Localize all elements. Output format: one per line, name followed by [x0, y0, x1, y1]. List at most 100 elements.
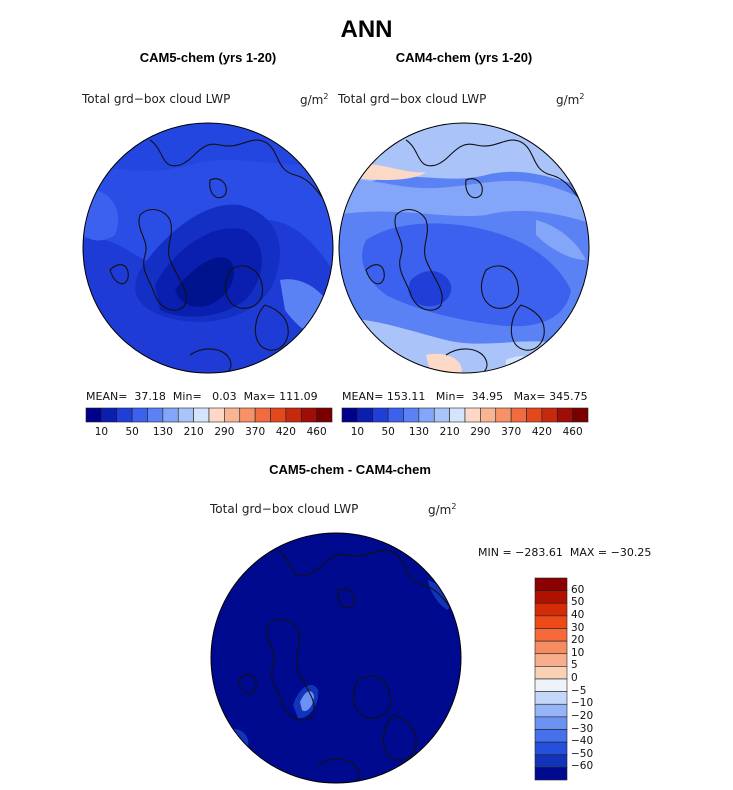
colorbar-swatch: [534, 590, 568, 604]
colorbar-swatch: [541, 407, 558, 423]
colorbar-tick-label: −40: [571, 735, 594, 748]
stats-cam4: MEAN= 153.11 Min= 34.95 Max= 345.75: [342, 390, 588, 403]
colorbar-swatch: [131, 407, 148, 423]
colorbar-tick-label: 460: [306, 426, 327, 438]
colorbar-swatch: [254, 407, 271, 423]
colorbar-tick-label: 130: [152, 426, 173, 438]
field-label-cam4: Total grd−box cloud LWP: [338, 92, 487, 106]
colorbar-tick-label: 40: [571, 608, 585, 621]
colorbar-tick-label: −50: [571, 747, 594, 760]
polar-map-cam4: [338, 122, 590, 374]
polar-map-cam5: [82, 122, 334, 374]
colorbar-swatch: [534, 703, 568, 718]
colorbar-swatch: [534, 729, 568, 743]
units-label-cam5: g/m2: [300, 92, 329, 107]
colorbar-tick-label: 290: [214, 426, 235, 438]
colorbar-swatch: [239, 407, 256, 423]
colorbar-swatch: [387, 407, 404, 423]
colorbar-swatch: [464, 407, 481, 423]
colorbar-tick-label: 370: [501, 426, 522, 438]
colorbar-tick-label: 20: [571, 634, 585, 647]
colorbar-swatch: [534, 615, 568, 629]
lwp-field-cam4: [339, 123, 589, 373]
colorbar-tick-label: 50: [571, 596, 585, 609]
colorbar-swatch: [534, 577, 568, 591]
field-label-cam5: Total grd−box cloud LWP: [82, 92, 231, 106]
colorbar-swatch: [285, 407, 302, 423]
colorbar-swatch: [534, 716, 568, 730]
polar-map-diff: [210, 532, 462, 784]
colorbar-labels-cam5: 10 50 130 210 290 370 420 460: [86, 426, 332, 440]
panel-title-cam5: CAM5-chem (yrs 1-20): [139, 50, 277, 65]
colorbar-swatch: [372, 407, 389, 423]
colorbar-swatch: [526, 407, 543, 423]
colorbar-swatch: [341, 407, 358, 423]
colorbar-swatch: [556, 407, 573, 423]
colorbar-swatch: [162, 407, 179, 423]
colorbar-cam4: [341, 407, 589, 423]
colorbar-tick-label: 210: [439, 426, 460, 438]
colorbar-swatch: [418, 407, 435, 423]
units-label-cam4: g/m2: [556, 92, 585, 107]
colorbar-swatch: [224, 407, 241, 423]
colorbar-tick-label: 5: [571, 659, 578, 672]
colorbar-tick-label: 50: [381, 426, 395, 438]
colorbar-tick-label: 130: [408, 426, 429, 438]
colorbar-tick-label: 10: [94, 426, 109, 438]
colorbar-tick-label: 210: [183, 426, 204, 438]
lwp-field-cam5: [83, 123, 333, 373]
colorbar-swatch: [300, 407, 317, 423]
colorbar-swatch: [534, 628, 568, 642]
colorbar-tick-label: 60: [571, 583, 585, 596]
colorbar-swatch: [147, 407, 164, 423]
colorbar-tick-label: 370: [245, 426, 266, 438]
minmax-diff: MIN = −283.61 MAX = −30.25: [478, 546, 652, 559]
lwp-field-diff: [211, 533, 461, 783]
colorbar-swatch: [85, 407, 102, 423]
coastlines-cam4: [365, 139, 589, 373]
colorbar-swatch: [572, 407, 589, 423]
colorbar-tick-label: 420: [275, 426, 296, 438]
panel-title-diff: CAM5-chem - CAM4-chem: [269, 462, 431, 477]
colorbar-swatch: [534, 741, 568, 756]
field-label-diff: Total grd−box cloud LWP: [210, 502, 359, 516]
colorbar-tick-label: 420: [531, 426, 552, 438]
colorbar-swatch: [534, 666, 568, 680]
colorbar-labels-diff: 60 50 40 30 20 10 5 0 −5 −10 −20 −30 −40 −50 −60: [571, 578, 611, 780]
colorbar-diff: [534, 577, 568, 781]
colorbar-tick-label: 30: [571, 621, 585, 634]
colorbar-tick-label: 10: [571, 646, 585, 659]
main-title: ANN: [340, 16, 393, 43]
colorbar-swatch: [495, 407, 512, 423]
colorbar-swatch: [270, 407, 287, 423]
colorbar-swatch: [534, 767, 568, 781]
colorbar-tick-label: 10: [350, 426, 365, 438]
colorbar-swatch: [480, 407, 497, 423]
coastlines-cam5: [109, 139, 333, 373]
map-boundary-diff: [210, 532, 462, 784]
colorbar-swatch: [177, 407, 194, 423]
colorbar-tick-label: −60: [571, 760, 594, 773]
colorbar-swatch: [116, 407, 133, 423]
colorbar-swatch: [316, 407, 333, 423]
colorbar-tick-label: 50: [125, 426, 139, 438]
colorbar-tick-label: −30: [571, 722, 594, 735]
colorbar-swatch: [534, 678, 568, 692]
colorbar-swatch: [403, 407, 420, 423]
coastlines-diff: [237, 549, 461, 783]
colorbar-labels-cam4: 10 50 130 210 290 370 420 460: [342, 426, 588, 440]
colorbar-tick-label: −10: [571, 697, 594, 710]
colorbar-swatch: [534, 602, 568, 617]
colorbar-swatch: [534, 691, 568, 705]
colorbar-swatch: [534, 640, 568, 655]
colorbar-swatch: [357, 407, 374, 423]
map-boundary-cam4: [338, 122, 590, 374]
stats-cam5: MEAN= 37.18 Min= 0.03 Max= 111.09: [86, 390, 318, 403]
colorbar-swatch: [433, 407, 450, 423]
colorbar-tick-label: 290: [470, 426, 491, 438]
colorbar-swatch: [534, 653, 568, 667]
colorbar-swatch: [101, 407, 118, 423]
panel-title-cam4: CAM4-chem (yrs 1-20): [395, 50, 533, 65]
colorbar-tick-label: −20: [571, 709, 594, 722]
units-label-diff: g/m2: [428, 502, 457, 517]
